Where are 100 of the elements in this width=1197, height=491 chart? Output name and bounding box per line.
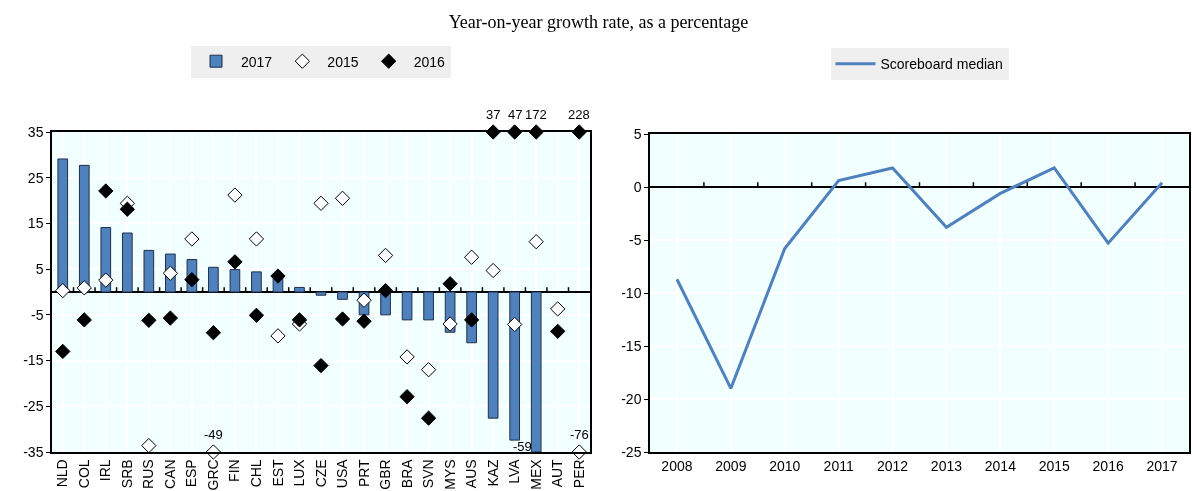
- point: [162, 265, 179, 281]
- y-tick-label: 0: [633, 178, 642, 195]
- x-tick-label: PRT: [355, 458, 372, 488]
- line-series: [675, 166, 1164, 390]
- x-tick-label: 2012: [876, 457, 909, 474]
- x-tick-label: AUT: [549, 458, 566, 488]
- bar: [487, 291, 499, 419]
- point: [119, 201, 135, 217]
- x-tick-label: MEX: [527, 458, 544, 490]
- x-tick-label: COL: [75, 459, 92, 489]
- x-tick-label: MYS: [441, 459, 458, 490]
- y-tick-label: -35: [23, 443, 44, 460]
- point: [550, 323, 566, 339]
- point: [98, 183, 114, 199]
- point: [377, 282, 394, 299]
- point: [184, 231, 200, 247]
- bar: [337, 291, 348, 300]
- x-tick-label: CHL: [247, 459, 264, 488]
- point: [55, 282, 71, 299]
- y-tick-label: -10: [621, 284, 642, 301]
- point: [248, 231, 265, 247]
- x-tick-label: 2016: [1092, 457, 1124, 474]
- annotation: 172: [525, 107, 547, 122]
- point: [442, 316, 458, 332]
- y-tick-label: 15: [27, 215, 44, 232]
- y-tick-label: 25: [27, 169, 44, 186]
- point: [485, 262, 501, 279]
- y-tick-label: -15: [621, 337, 642, 354]
- x-tick-label: PER: [570, 459, 587, 489]
- x-tick-label: GRC: [204, 459, 221, 491]
- point: [76, 312, 92, 328]
- x-tick-label: 2010: [769, 457, 801, 474]
- point: [291, 312, 308, 328]
- x-tick-label: AUS: [463, 459, 480, 489]
- point: [227, 254, 243, 270]
- annotation: 47: [508, 107, 523, 122]
- point: [356, 292, 372, 308]
- bar: [208, 266, 219, 293]
- point: [463, 312, 480, 328]
- x-tick-label: 2015: [1038, 457, 1071, 474]
- bar: [251, 271, 262, 293]
- point: [463, 249, 480, 265]
- y-tick-label: 35: [27, 123, 44, 140]
- x-tick-label: 2011: [823, 457, 854, 474]
- x-tick-label: 2017: [1146, 457, 1178, 474]
- x-tick-label: FIN: [226, 459, 243, 482]
- point: [76, 280, 92, 296]
- x-tick-label: KAZ: [484, 458, 501, 487]
- x-tick-label: SVN: [420, 459, 437, 489]
- bar: [509, 291, 521, 441]
- x-tick-label: GBR: [377, 459, 394, 490]
- x-tick-label: NLD: [54, 459, 71, 488]
- x-tick-label: RUS: [140, 459, 157, 489]
- legend-label: 2016: [413, 53, 446, 70]
- x-tick-label: 2014: [984, 457, 1017, 474]
- bar: [315, 291, 327, 296]
- x-tick-label: LVA: [506, 458, 523, 484]
- bar: [401, 291, 413, 321]
- x-tick-label: 2013: [930, 457, 963, 474]
- point: [141, 437, 157, 454]
- chart-title: Year-on-year growth rate, as a percentage: [447, 11, 750, 34]
- point: [399, 389, 415, 405]
- point: [205, 325, 222, 341]
- bar: [143, 249, 155, 293]
- point: [162, 310, 179, 326]
- bar: [530, 291, 542, 452]
- point: [270, 268, 286, 284]
- annotation: -76: [570, 427, 589, 442]
- annotation: 37: [486, 107, 501, 122]
- point: [420, 362, 437, 378]
- annotation: -49: [204, 427, 223, 442]
- y-tick-label: -5: [31, 306, 44, 323]
- y-tick-label: 5: [35, 261, 44, 278]
- bar: [121, 232, 133, 293]
- bar: [423, 291, 434, 321]
- bar: [78, 164, 90, 293]
- y-tick-label: -25: [23, 398, 44, 415]
- point: [141, 312, 157, 328]
- x-tick-label: ESP: [183, 459, 200, 488]
- x-tick-label: USA: [334, 458, 351, 489]
- x-tick-label: 2008: [661, 457, 693, 474]
- point: [98, 272, 114, 288]
- legend-label: 2015: [327, 53, 359, 70]
- y-tick-label: -25: [621, 443, 642, 460]
- x-tick-label: IRL: [97, 459, 114, 482]
- annotation: -59: [513, 439, 532, 454]
- x-tick-label: CZE: [312, 459, 329, 488]
- point: [528, 234, 544, 250]
- legend-label: 2017: [241, 53, 273, 70]
- point: [442, 276, 458, 292]
- point: [399, 349, 415, 365]
- point: [356, 313, 372, 329]
- point: [334, 311, 351, 327]
- x-tick-label: LUX: [291, 458, 308, 487]
- point: [550, 301, 566, 317]
- bar: [294, 286, 305, 293]
- x-tick-label: CAN: [161, 459, 178, 489]
- point: [313, 357, 329, 374]
- point: [184, 272, 200, 288]
- legend-label: Scoreboard median: [880, 56, 1003, 73]
